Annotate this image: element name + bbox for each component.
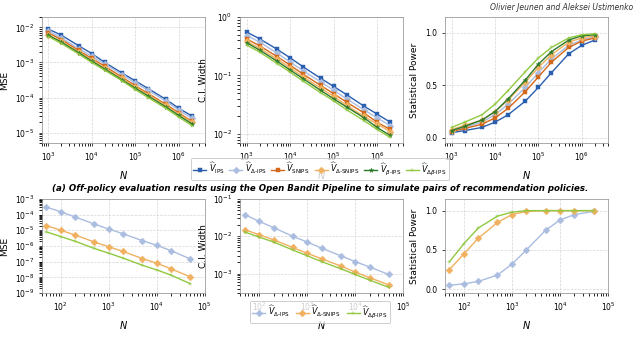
Y-axis label: Statistical Power: Statistical Power [410, 42, 419, 118]
X-axis label: $N$: $N$ [118, 169, 128, 181]
Legend: $\widehat{V}_{\Delta\text{-IPS}}$, $\widehat{V}_{\Delta\text{-SNIPS}}$, $\wideha: $\widehat{V}_{\Delta\text{-IPS}}$, $\wid… [250, 301, 390, 323]
Y-axis label: C.I. Width: C.I. Width [198, 58, 207, 102]
X-axis label: $N$: $N$ [522, 169, 531, 181]
Text: Olivier Jeunen and Aleksei Ustimenko: Olivier Jeunen and Aleksei Ustimenko [490, 3, 634, 12]
X-axis label: $N$: $N$ [118, 319, 128, 331]
Legend: $\widehat{V}_{\mathrm{IPS}}$, $\widehat{V}_{\Delta\text{-IPS}}$, $\widehat{V}_{\: $\widehat{V}_{\mathrm{IPS}}$, $\widehat{… [191, 158, 449, 180]
X-axis label: $N$: $N$ [317, 169, 326, 181]
X-axis label: $N$: $N$ [522, 319, 531, 331]
Y-axis label: MSE: MSE [0, 237, 9, 255]
Y-axis label: C.I. Width: C.I. Width [198, 224, 207, 268]
Y-axis label: MSE: MSE [0, 70, 9, 90]
Y-axis label: Statistical Power: Statistical Power [410, 208, 419, 284]
Text: (a) Off-policy evaluation results using the Open Bandit Pipeline to simulate pai: (a) Off-policy evaluation results using … [52, 184, 588, 193]
X-axis label: $N$: $N$ [317, 319, 326, 331]
